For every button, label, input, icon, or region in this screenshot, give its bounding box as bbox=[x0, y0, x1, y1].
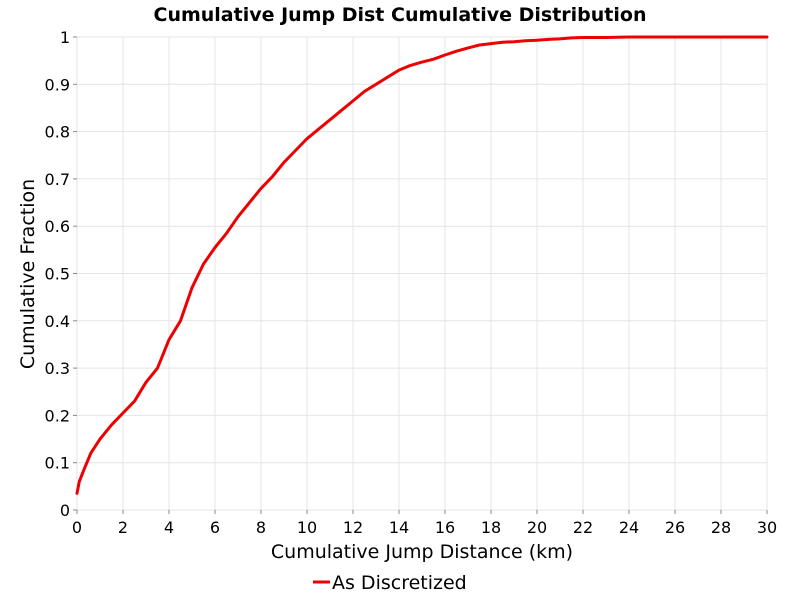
x-tick-label: 26 bbox=[665, 518, 685, 537]
legend-label: As Discretized bbox=[332, 572, 467, 594]
x-tick-label: 28 bbox=[711, 518, 731, 537]
y-tick-label: 0.1 bbox=[45, 454, 70, 473]
y-tick-label: 1 bbox=[60, 28, 70, 47]
y-tick-label: 0.8 bbox=[45, 123, 70, 142]
x-tick-label: 10 bbox=[297, 518, 317, 537]
y-axis-label: Cumulative Fraction bbox=[17, 179, 39, 369]
x-tick-label: 4 bbox=[164, 518, 174, 537]
x-tick-label: 16 bbox=[435, 518, 455, 537]
x-tick-label: 18 bbox=[481, 518, 501, 537]
y-tick-label: 0.6 bbox=[45, 217, 70, 236]
series-line bbox=[75, 35, 769, 495]
x-tick-label: 6 bbox=[210, 518, 220, 537]
x-tick-label: 22 bbox=[573, 518, 593, 537]
x-tick-label: 24 bbox=[619, 518, 639, 537]
grid bbox=[76, 36, 768, 511]
y-tick-label: 0 bbox=[60, 501, 70, 520]
x-tick-label: 2 bbox=[118, 518, 128, 537]
y-tick-label: 0.7 bbox=[45, 170, 70, 189]
series-group bbox=[75, 35, 769, 495]
legend: As Discretized bbox=[313, 572, 467, 594]
y-axis: 0 0.1 0.2 0.3 0.4 0.5 0.6 0.7 0.8 0.9 1 bbox=[45, 28, 77, 520]
x-tick-label: 0 bbox=[72, 518, 82, 537]
x-tick-label: 20 bbox=[527, 518, 547, 537]
x-tick-label: 8 bbox=[256, 518, 266, 537]
chart-title: Cumulative Jump Dist Cumulative Distribu… bbox=[154, 4, 647, 26]
x-axis-label: Cumulative Jump Distance (km) bbox=[271, 541, 573, 563]
x-tick-label: 14 bbox=[389, 518, 409, 537]
x-tick-label: 12 bbox=[343, 518, 363, 537]
x-tick-label: 30 bbox=[757, 518, 777, 537]
y-tick-label: 0.9 bbox=[45, 75, 70, 94]
x-axis: 0 2 4 6 8 10 12 14 16 18 20 22 24 26 28 30 bbox=[72, 510, 777, 537]
y-tick-label: 0.5 bbox=[45, 265, 70, 284]
y-tick-label: 0.4 bbox=[45, 312, 70, 331]
y-tick-label: 0.2 bbox=[45, 406, 70, 425]
y-tick-label: 0.3 bbox=[45, 359, 70, 378]
